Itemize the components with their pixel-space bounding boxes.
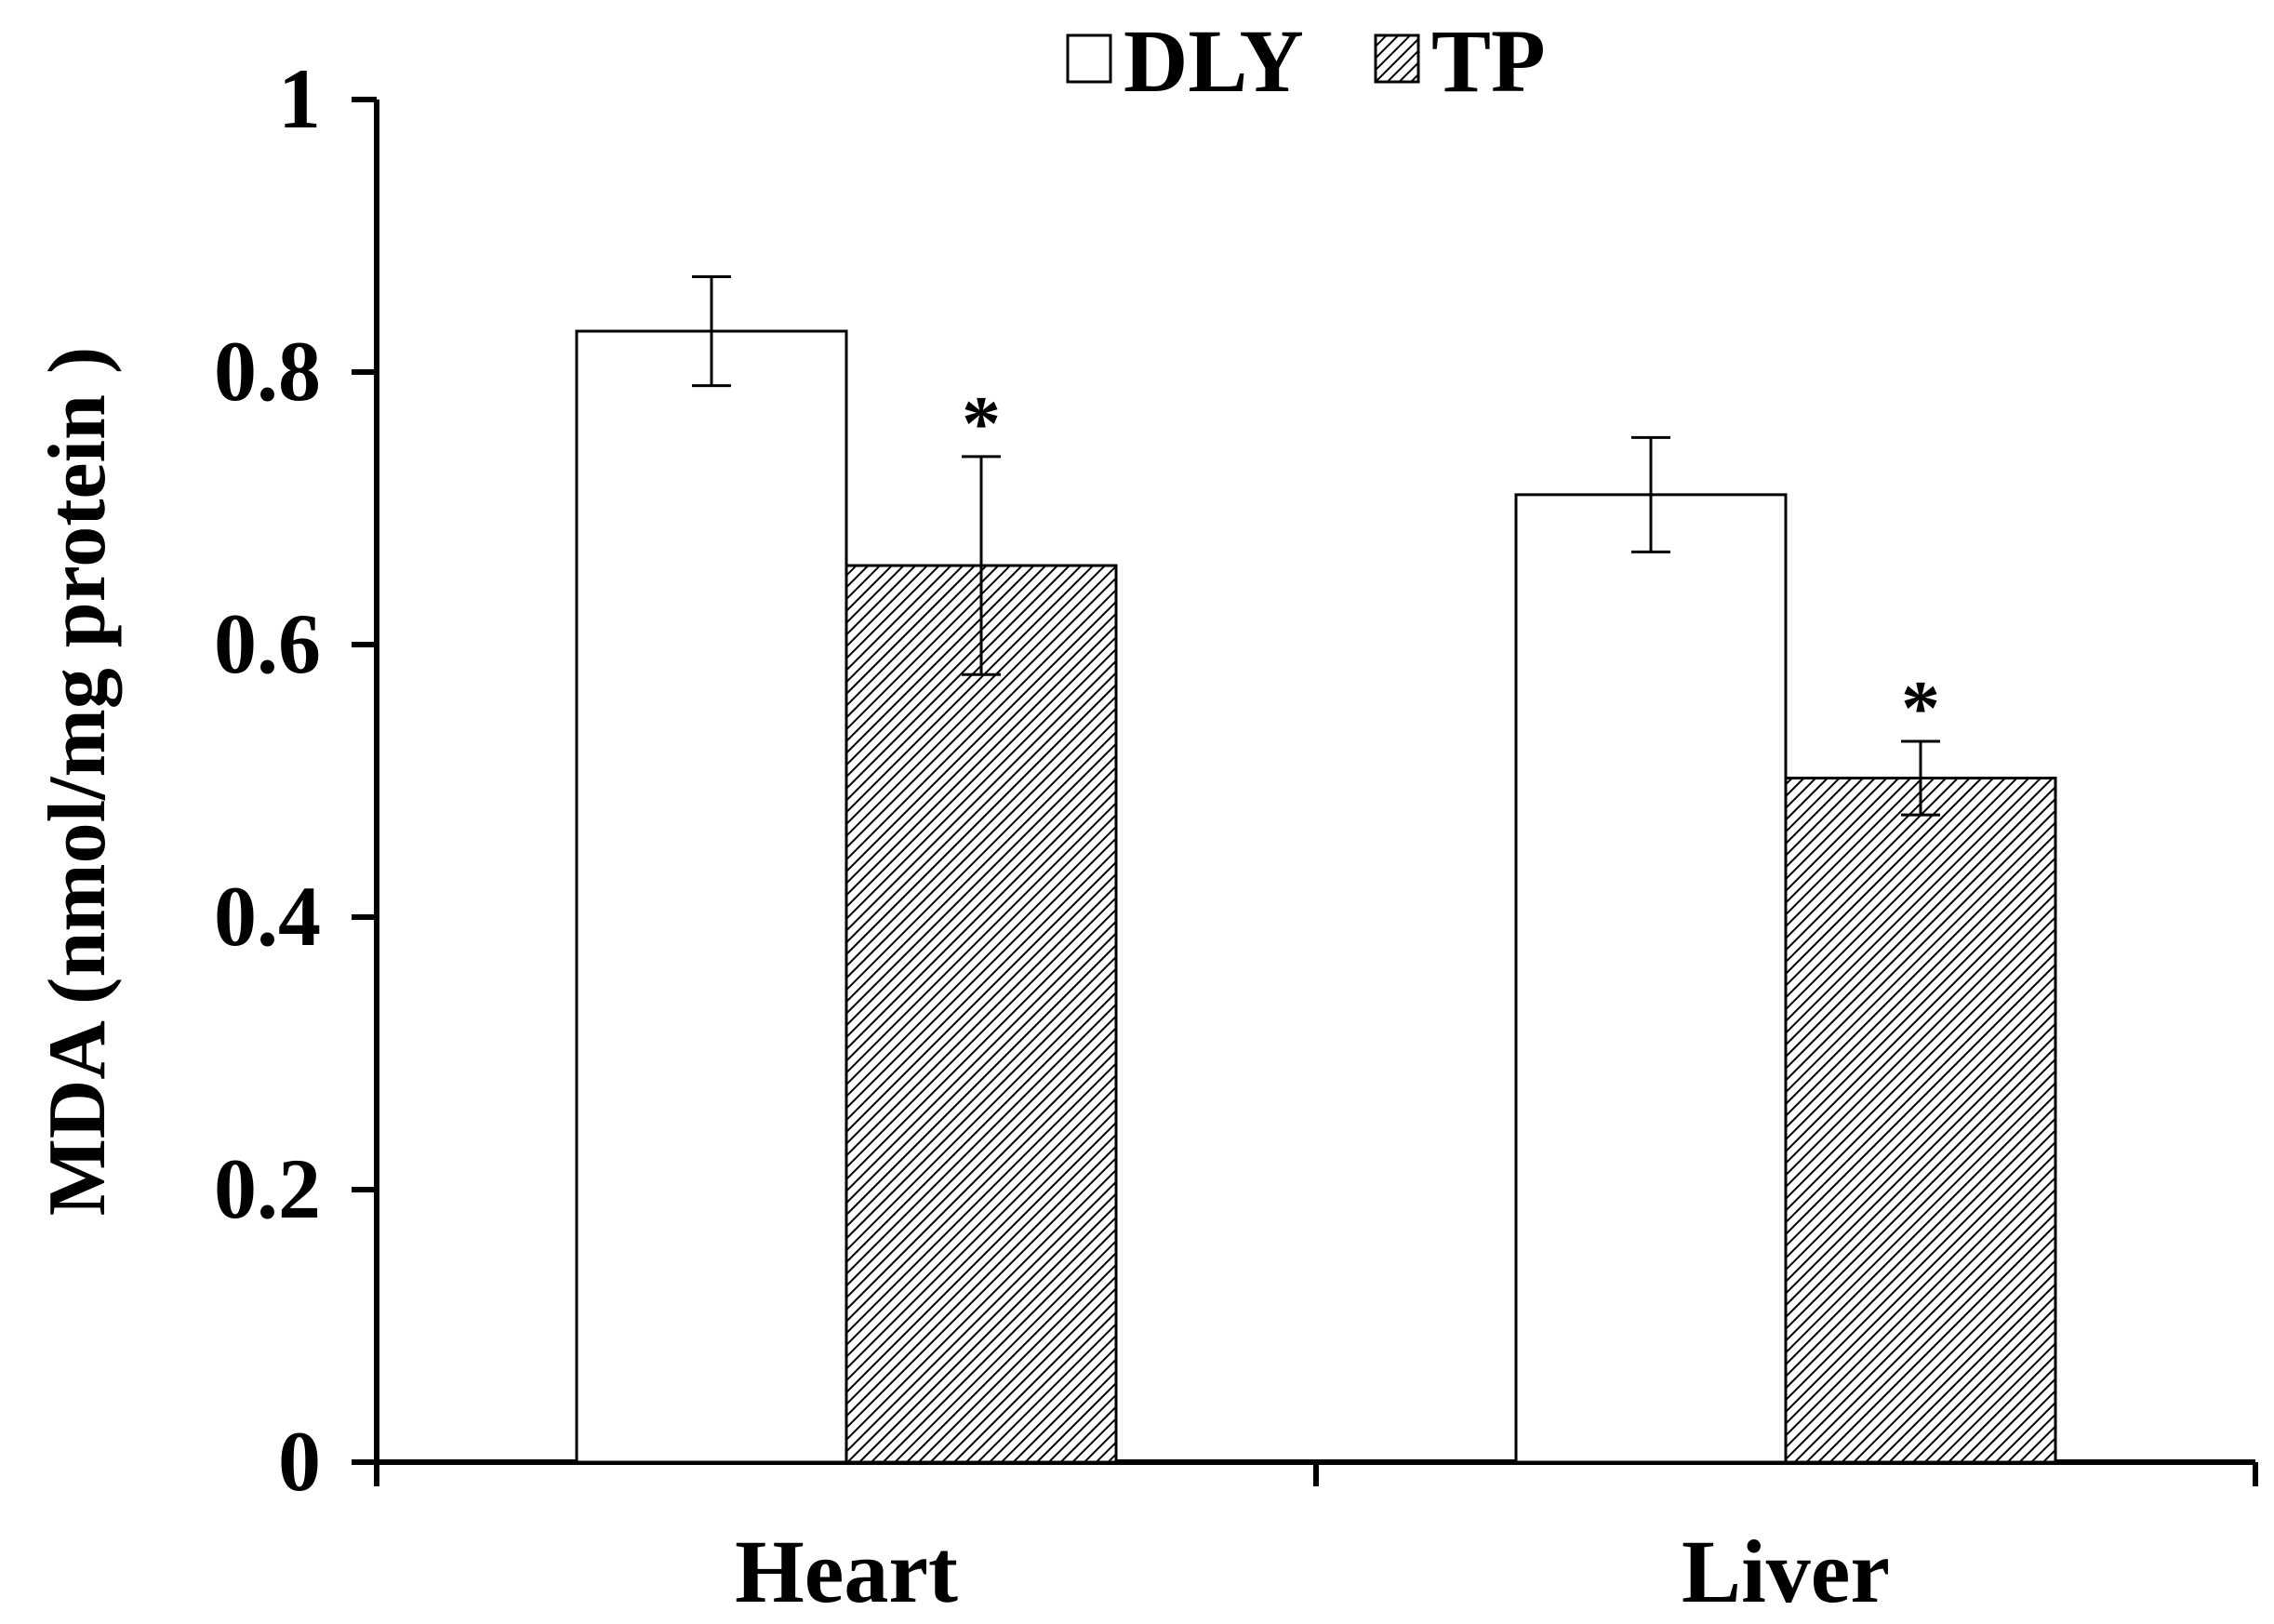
- x-category-label-liver: Liver: [1682, 1522, 1890, 1621]
- legend-swatch-tp: [1374, 33, 1420, 84]
- y-tick-label: 0: [278, 1414, 321, 1509]
- y-tick-label: 0.6: [214, 596, 321, 691]
- significance-marker: *: [1901, 665, 1940, 752]
- bar-dly-heart: [575, 329, 848, 1464]
- y-tick-label: 0.4: [214, 869, 321, 964]
- legend-label-dly: DLY: [1124, 11, 1304, 111]
- y-tick-label: 0.8: [214, 324, 321, 419]
- labels: 0 0.2 0.4 0.6 0.8 1 * Heart * Liver MDA (nmol/mg p…: [33, 51, 1940, 1621]
- legend: DLY TP: [1066, 11, 1546, 111]
- significance-marker: *: [962, 380, 1001, 467]
- y-axis-label: MDA (nmol/mg protein ): [33, 347, 123, 1217]
- legend-swatch-dly: [1066, 33, 1112, 84]
- bar-tp-heart: [844, 564, 1118, 1464]
- bar-dly-liver: [1514, 493, 1788, 1464]
- legend-label-tp: TP: [1431, 11, 1546, 111]
- bars: [575, 274, 2057, 1464]
- y-tick-label: 0.2: [214, 1141, 321, 1236]
- bar-tp-liver: [1784, 777, 2057, 1464]
- y-tick-label: 1: [278, 51, 321, 146]
- x-category-label-heart: Heart: [735, 1522, 958, 1621]
